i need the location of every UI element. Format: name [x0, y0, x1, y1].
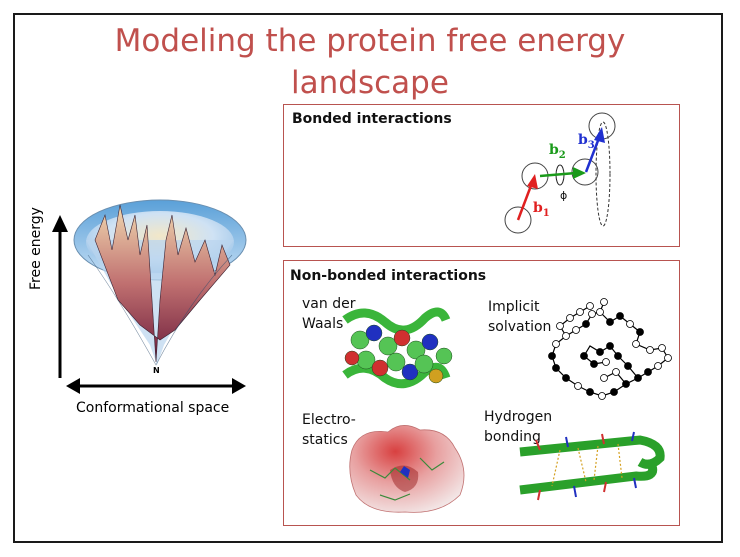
b2-label: b2 — [549, 140, 566, 166]
title-line-1: Modeling the protein free energy — [114, 23, 626, 59]
slide-frame — [13, 13, 723, 543]
b1-letter: b — [533, 200, 543, 216]
nonbonded-heading: Non-bonded interactions — [290, 268, 487, 284]
elec-line-1: Electro- — [302, 412, 356, 428]
bonded-heading: Bonded interactions — [292, 111, 452, 127]
implicit-line-1: Implicit — [488, 299, 540, 315]
electrostatics-label: Electro- statics — [302, 410, 356, 450]
implicit-solvation-label: Implicit solvation — [488, 297, 551, 337]
b2-subscript: 2 — [558, 149, 566, 161]
elec-line-2: statics — [302, 432, 348, 448]
b3-subscript: 3 — [587, 139, 595, 151]
hydrogen-bonding-label: Hydrogen bonding — [484, 407, 552, 447]
x-axis-label: Conformational space — [76, 400, 230, 416]
native-state-label: N — [153, 366, 160, 375]
vdw-line-2: Waals — [302, 316, 344, 332]
b1-label: b1 — [533, 198, 550, 224]
b2-letter: b — [549, 142, 559, 158]
b3-label: b3 — [578, 130, 595, 156]
hbond-line-2: bonding — [484, 429, 541, 445]
implicit-line-2: solvation — [488, 319, 552, 335]
nonbonded-panel: Non-bonded interactions — [283, 260, 680, 526]
b1-subscript: 1 — [542, 207, 550, 219]
vdw-label: van der Waals — [302, 294, 355, 334]
phi-label: ϕ — [560, 189, 568, 202]
vdw-line-1: van der — [302, 296, 356, 312]
slide-title: Modeling the protein free energy landsca… — [60, 20, 680, 104]
b3-letter: b — [578, 132, 588, 148]
title-line-2: landscape — [291, 65, 449, 101]
hbond-line-1: Hydrogen — [484, 409, 553, 425]
bonded-panel: Bonded interactions — [283, 104, 680, 247]
